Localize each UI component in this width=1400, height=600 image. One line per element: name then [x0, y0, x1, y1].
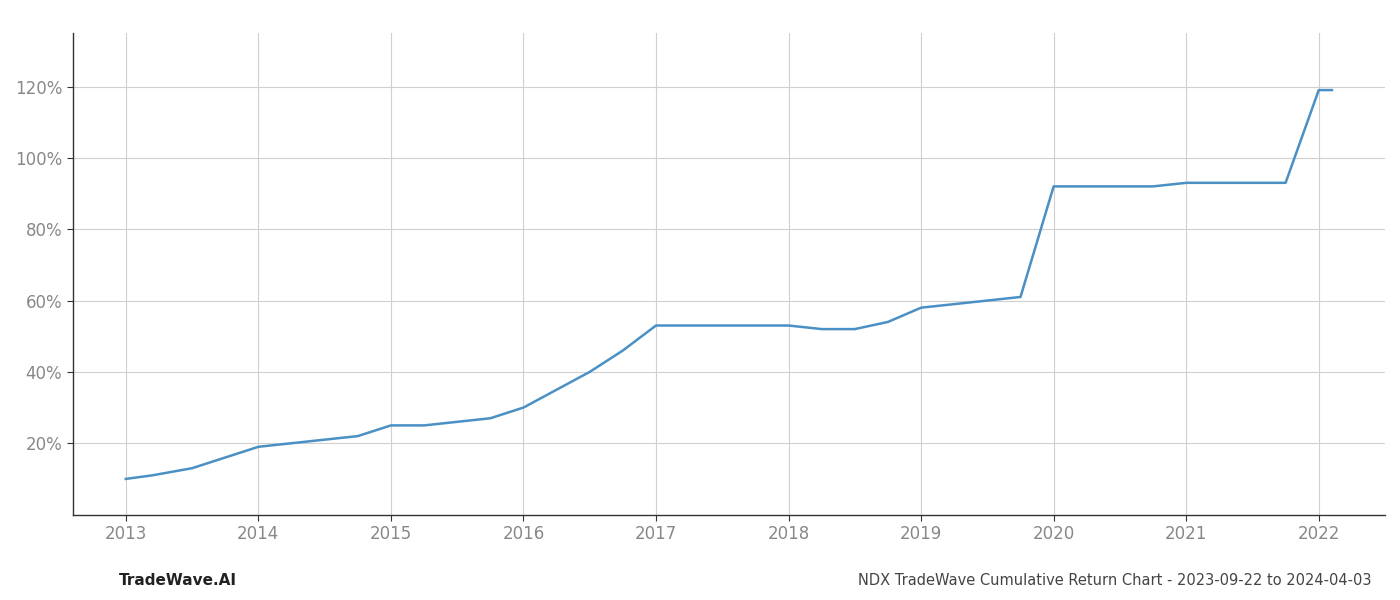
Text: TradeWave.AI: TradeWave.AI — [119, 573, 237, 588]
Text: NDX TradeWave Cumulative Return Chart - 2023-09-22 to 2024-04-03: NDX TradeWave Cumulative Return Chart - … — [858, 573, 1372, 588]
